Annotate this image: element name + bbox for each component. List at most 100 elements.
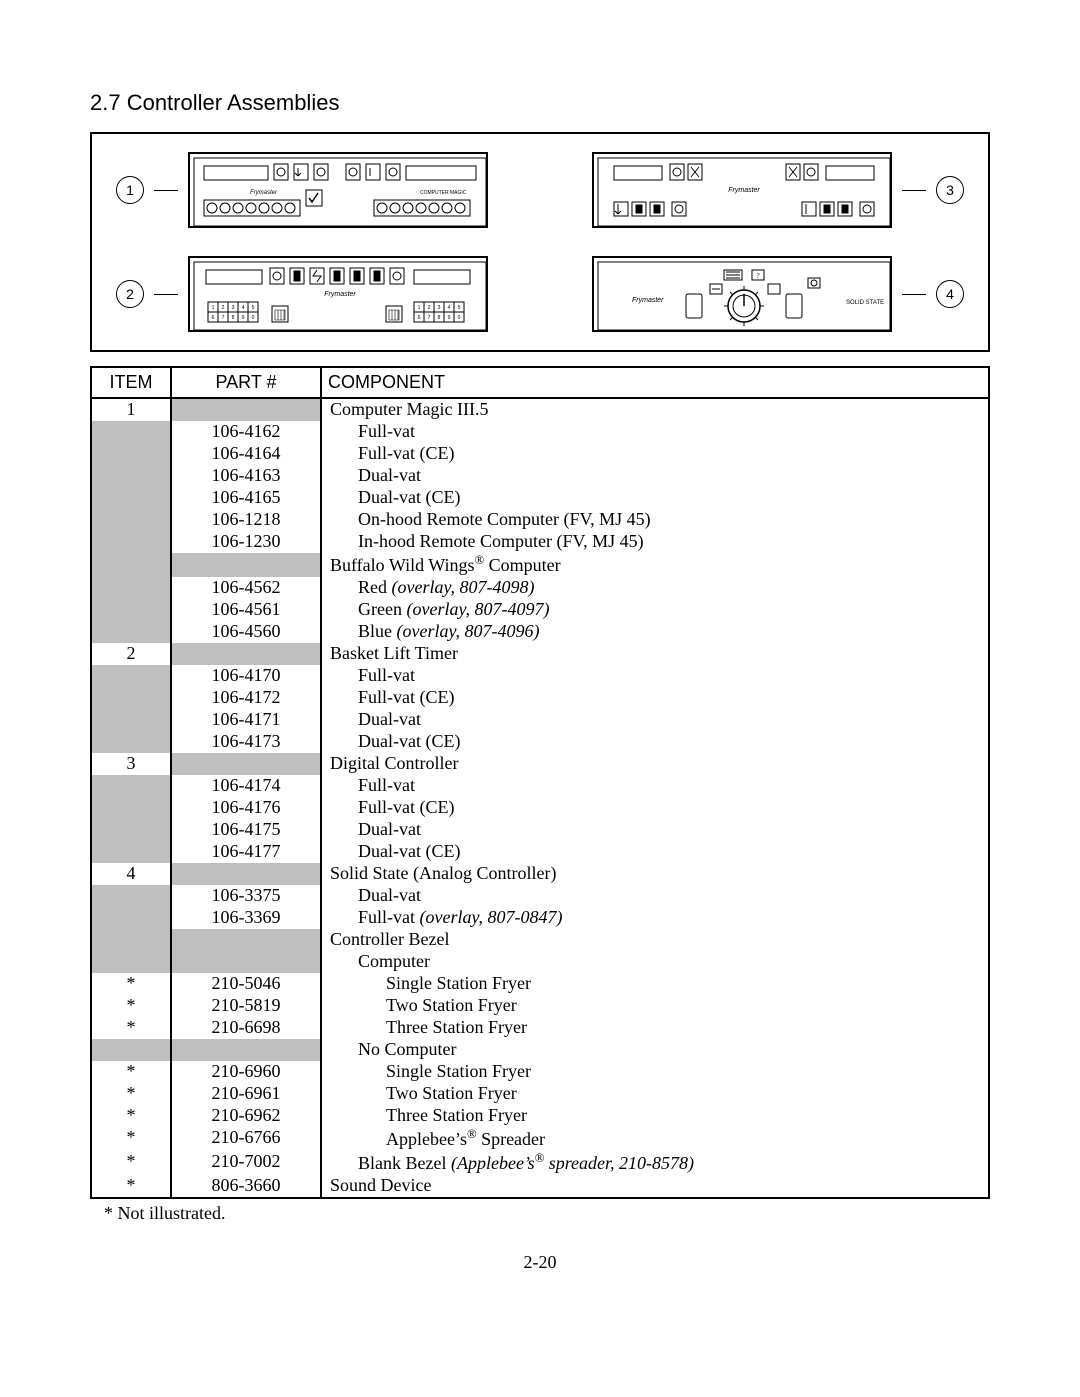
cell-component: Buffalo Wild Wings® Computer [321, 553, 989, 577]
cell-item [91, 731, 171, 753]
figure-row-1: 1 Frymaster [116, 152, 964, 228]
cell-item: * [91, 1175, 171, 1198]
table-row: 106-1230In-hood Remote Computer (FV, MJ … [91, 531, 989, 553]
table-row: 106-4162Full-vat [91, 421, 989, 443]
cell-part: 210-7002 [171, 1151, 321, 1175]
table-row: Buffalo Wild Wings® Computer [91, 553, 989, 577]
svg-text:3: 3 [232, 305, 235, 311]
table-row: 106-3375Dual-vat [91, 885, 989, 907]
figure-row-2: 2 Frymaster [116, 256, 964, 332]
svg-text:7: 7 [222, 315, 225, 321]
section-title: 2.7 Controller Assemblies [90, 90, 990, 116]
svg-text:0: 0 [458, 315, 461, 321]
cell-item [91, 465, 171, 487]
cell-item: 2 [91, 643, 171, 665]
table-row: No Computer [91, 1039, 989, 1061]
cell-component: Three Station Fryer [321, 1017, 989, 1039]
svg-text:1: 1 [418, 305, 421, 311]
cell-part [171, 398, 321, 421]
svg-text:4: 4 [448, 305, 451, 311]
table-row: 1Computer Magic III.5 [91, 398, 989, 421]
cell-item [91, 819, 171, 841]
table-row: *210-7002Blank Bezel (Applebee’s® spread… [91, 1151, 989, 1175]
cell-item [91, 509, 171, 531]
page-number: 2-20 [90, 1252, 990, 1273]
callout-4: 4 [936, 280, 964, 308]
table-row: 4Solid State (Analog Controller) [91, 863, 989, 885]
table-row: 106-4163Dual-vat [91, 465, 989, 487]
cell-part: 210-6766 [171, 1127, 321, 1151]
svg-text:2: 2 [222, 305, 225, 311]
leader-line [154, 190, 178, 191]
cell-item: * [91, 1061, 171, 1083]
cell-component: Computer [321, 951, 989, 973]
cell-component: Dual-vat [321, 709, 989, 731]
cell-item: * [91, 1105, 171, 1127]
svg-text:SOLID STATE: SOLID STATE [846, 300, 884, 306]
cell-part: 106-1218 [171, 509, 321, 531]
cell-part: 106-4173 [171, 731, 321, 753]
cell-item: * [91, 1017, 171, 1039]
cell-part: 106-4172 [171, 687, 321, 709]
table-row: 3Digital Controller [91, 753, 989, 775]
svg-text:Frymaster: Frymaster [324, 291, 356, 298]
table-row: Computer [91, 951, 989, 973]
table-row: *806-3660Sound Device [91, 1175, 989, 1198]
cell-part: 106-1230 [171, 531, 321, 553]
cell-part: 106-4177 [171, 841, 321, 863]
svg-text:Frymaster: Frymaster [250, 190, 278, 196]
table-row: 106-4172Full-vat (CE) [91, 687, 989, 709]
table-row: *210-5819Two Station Fryer [91, 995, 989, 1017]
cell-part: 106-4174 [171, 775, 321, 797]
svg-text:0: 0 [252, 315, 255, 321]
callout-3: 3 [936, 176, 964, 204]
cell-component: Red (overlay, 807-4098) [321, 577, 989, 599]
cell-part [171, 863, 321, 885]
cell-component: Full-vat [321, 421, 989, 443]
panel-solid-state: Frymaster ? [592, 256, 892, 332]
cell-component: Blue (overlay, 807-4096) [321, 621, 989, 643]
cell-component: In-hood Remote Computer (FV, MJ 45) [321, 531, 989, 553]
svg-text:2: 2 [428, 305, 431, 311]
cell-item [91, 929, 171, 951]
leader-line [154, 294, 178, 295]
cell-part: 106-4562 [171, 577, 321, 599]
cell-item [91, 885, 171, 907]
svg-text:5: 5 [252, 305, 255, 311]
cell-component: Dual-vat [321, 885, 989, 907]
cell-item [91, 443, 171, 465]
cell-part: 210-6960 [171, 1061, 321, 1083]
cell-component: Full-vat [321, 665, 989, 687]
svg-text:COMPUTER MAGIC: COMPUTER MAGIC [420, 190, 467, 196]
svg-text:8: 8 [438, 315, 441, 321]
cell-part [171, 643, 321, 665]
cell-part [171, 553, 321, 577]
cell-item [91, 1039, 171, 1061]
cell-component: Digital Controller [321, 753, 989, 775]
table-row: 106-3369Full-vat (overlay, 807-0847) [91, 907, 989, 929]
cell-component: Computer Magic III.5 [321, 398, 989, 421]
cell-item [91, 951, 171, 973]
callout-1: 1 [116, 176, 144, 204]
table-row: 106-4171Dual-vat [91, 709, 989, 731]
svg-text:5: 5 [458, 305, 461, 311]
cell-part: 106-3375 [171, 885, 321, 907]
svg-text:6: 6 [212, 315, 215, 321]
cell-component: On-hood Remote Computer (FV, MJ 45) [321, 509, 989, 531]
table-row: 106-1218On-hood Remote Computer (FV, MJ … [91, 509, 989, 531]
svg-text:Frymaster: Frymaster [632, 297, 664, 304]
cell-item [91, 687, 171, 709]
cell-part: 210-5819 [171, 995, 321, 1017]
cell-component: Dual-vat (CE) [321, 487, 989, 509]
svg-text:1: 1 [212, 305, 215, 311]
header-item: ITEM [91, 367, 171, 398]
cell-item: * [91, 973, 171, 995]
cell-component: Full-vat (CE) [321, 443, 989, 465]
cell-item: * [91, 1127, 171, 1151]
cell-item [91, 487, 171, 509]
svg-text:?: ? [756, 272, 759, 280]
table-row: 106-4177Dual-vat (CE) [91, 841, 989, 863]
cell-part: 210-6962 [171, 1105, 321, 1127]
cell-component: Blank Bezel (Applebee’s® spreader, 210-8… [321, 1151, 989, 1175]
table-row: *210-5046Single Station Fryer [91, 973, 989, 995]
